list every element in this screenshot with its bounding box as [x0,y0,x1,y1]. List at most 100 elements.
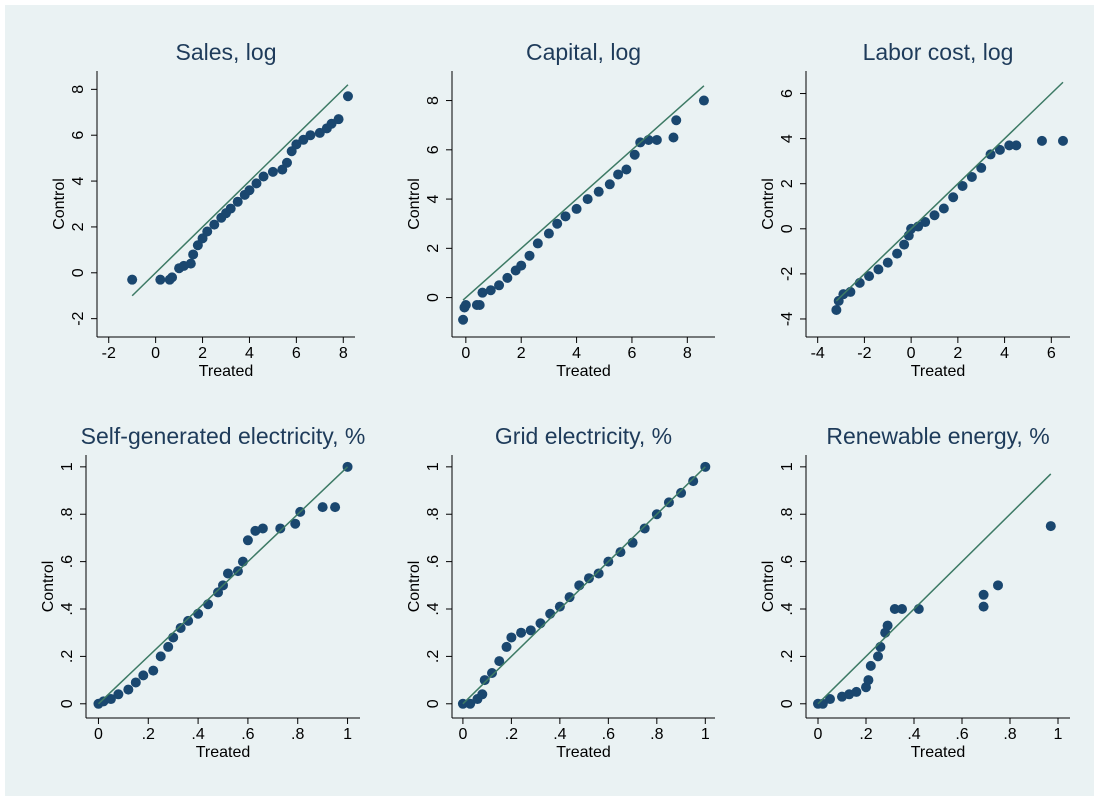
reference-line [97,466,349,705]
y-tick-label: .4 [425,602,442,615]
data-point [113,689,124,700]
data-point [188,249,199,260]
y-tick-label: .2 [425,650,442,663]
data-point [560,211,571,222]
x-tick-label: .4 [907,726,920,743]
chart-title: Labor cost, log [863,39,1014,65]
graph-region [5,5,1094,796]
data-point [593,186,604,197]
data-point [138,670,149,681]
data-point [222,568,233,579]
data-point [978,601,989,612]
data-point [929,210,940,221]
data-point [554,601,565,612]
y-axis-title: Control [406,178,423,230]
data-point [305,130,316,141]
y-tick-label: 0 [425,293,442,302]
data-point [627,537,638,548]
data-point [938,203,949,214]
y-tick-label: 1 [779,462,796,471]
data-point [1004,140,1015,151]
data-point [267,166,278,177]
x-tick-label: -4 [811,345,825,362]
data-point [213,587,224,598]
data-point [167,272,178,283]
y-axis-title: Control [40,561,57,613]
data-point [494,656,505,667]
data-point [651,134,662,145]
x-tick-label: .8 [650,726,663,743]
data-point [875,641,886,652]
x-tick-label: .6 [955,726,968,743]
y-tick-label: 6 [779,89,796,98]
data-point [1057,135,1068,146]
data-point [864,271,875,282]
data-point [604,179,615,190]
x-tick-label: .6 [241,726,254,743]
data-point [621,164,632,175]
data-point [966,171,977,182]
x-tick-label: 6 [627,345,636,362]
y-axis-title: Control [760,178,777,230]
x-tick-label: -2 [102,345,116,362]
data-point [564,592,575,603]
data-point [1045,521,1056,532]
y-tick-label: 0 [70,268,87,277]
y-tick-label: .6 [59,555,76,568]
reference-line [835,81,1064,302]
reference-line [462,85,705,301]
data-point [1036,135,1047,146]
data-point [479,675,490,686]
x-tick-label: -2 [857,345,871,362]
data-point [913,604,924,615]
x-tick-label: .2 [505,726,518,743]
y-tick-label: 0 [779,699,796,708]
x-tick-label: .4 [191,726,204,743]
data-point [501,641,512,652]
data-point [593,568,604,579]
y-tick-label: 0 [59,699,76,708]
data-point [582,194,593,205]
y-tick-label: -4 [779,312,796,326]
x-tick-label: 1 [1054,726,1063,743]
x-axis-title: Treated [556,744,611,761]
x-tick-label: 6 [292,345,301,362]
data-point [668,132,679,143]
data-point [244,185,255,196]
chart-title: Self-generated electricity, % [81,423,366,449]
x-axis-title: Treated [556,363,611,380]
data-point [257,523,268,534]
x-tick-label: 2 [198,345,207,362]
chart-title: Sales, log [175,39,276,65]
y-tick-label: .6 [779,555,796,568]
chart-title: Capital, log [526,39,641,65]
data-point [629,149,640,160]
data-point [613,169,624,180]
data-point [865,660,876,671]
reference-line [462,466,706,705]
y-axis-title: Control [406,561,423,613]
x-tick-label: 4 [572,345,581,362]
reference-line [817,473,1052,705]
data-point [525,625,536,636]
data-point [168,632,179,643]
data-point [976,162,987,173]
x-tick-label: 0 [814,726,823,743]
data-point [494,280,505,291]
y-tick-label: 1 [425,462,442,471]
reference-line [131,84,349,297]
data-point [574,580,585,591]
x-axis-title: Treated [911,744,966,761]
data-point [892,248,903,259]
y-tick-label: -2 [779,267,796,281]
data-point [957,180,968,191]
y-tick-label: .8 [59,507,76,520]
data-point [148,665,159,676]
data-point [155,274,166,285]
chart-title: Grid electricity, % [495,423,672,449]
y-tick-label: 2 [779,179,796,188]
data-point [863,675,874,686]
x-tick-label: 8 [339,345,348,362]
y-tick-label: .8 [779,507,796,520]
